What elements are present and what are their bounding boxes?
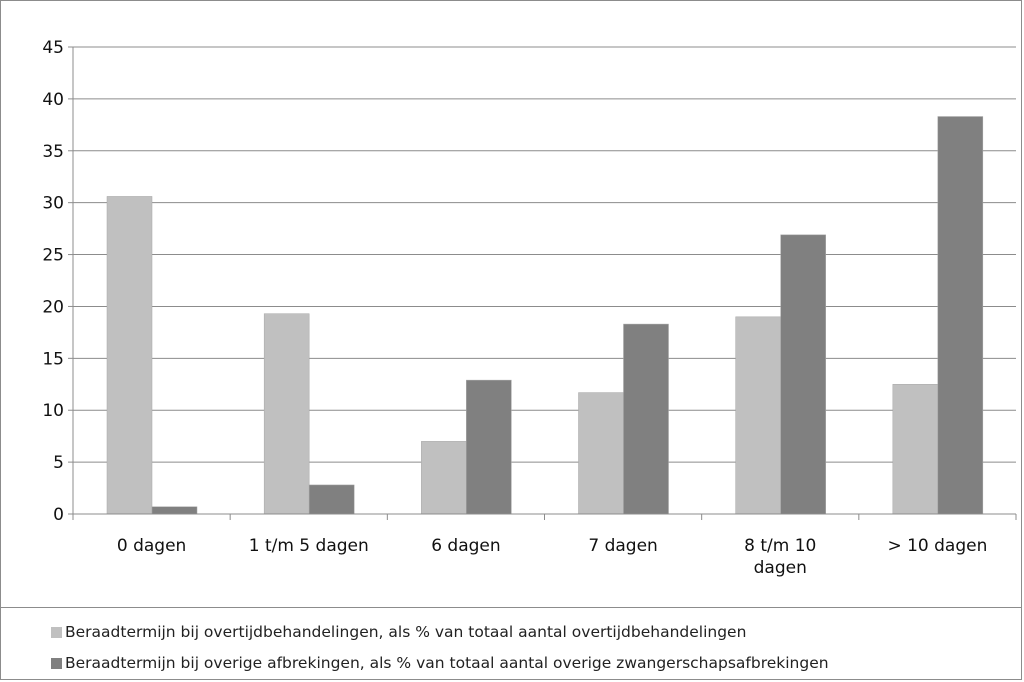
y-tick-label: 40 (42, 90, 64, 110)
y-tick-label: 5 (53, 453, 64, 473)
y-tick-labels: 0 5 10 15 20 25 30 35 40 45 (42, 38, 64, 525)
legend-item-series-2: Beraadtermijn bij overige afbrekingen, a… (51, 653, 829, 673)
bar-series-2 (466, 379, 512, 515)
axes (68, 46, 1017, 520)
bar-series-1 (735, 316, 781, 515)
bars (106, 116, 984, 515)
bar-series-2 (780, 234, 826, 515)
y-tick-label: 45 (42, 38, 64, 58)
x-category-label: 6 dagen (431, 536, 500, 556)
bar-series-2 (623, 323, 669, 515)
x-category-label: 8 t/m 10 dagen (744, 536, 816, 578)
bar-series-2 (937, 116, 984, 515)
y-tick-label: 20 (42, 297, 64, 317)
bar-series-1 (421, 441, 467, 515)
x-category-label: 1 t/m 5 dagen (249, 536, 369, 556)
x-category-labels: 0 dagen 1 t/m 5 dagen 6 dagen 7 dagen 8 t/m … (117, 536, 988, 578)
bar-chart: 0 5 10 15 20 25 30 35 40 45 0 dagen 1 t/m 5 dagen 6… (42, 38, 1017, 578)
x-category-label: 7 dagen (588, 536, 657, 556)
bar-series-2 (151, 506, 198, 515)
y-tick-label: 25 (42, 246, 64, 266)
legend-label-series-1: Beraadtermijn bij overtijdbehandelingen,… (65, 623, 747, 641)
gridlines (73, 46, 1016, 463)
bar-series-1 (578, 392, 624, 515)
y-tick-label: 10 (42, 401, 64, 421)
bar-series-1 (106, 196, 153, 515)
bar-series-2 (308, 484, 355, 515)
legend-swatch-series-2 (51, 657, 62, 669)
legend-swatch-series-1 (51, 626, 62, 638)
y-tick-label: 0 (53, 505, 64, 525)
bar-series-1 (892, 384, 939, 515)
legend: Beraadtermijn bij overtijdbehandelingen,… (1, 607, 1022, 680)
y-tick-label: 15 (42, 349, 64, 369)
y-tick-label: 30 (42, 194, 64, 214)
y-tick-label: 35 (42, 142, 64, 162)
x-category-label: > 10 dagen (887, 536, 987, 556)
x-category-label: 0 dagen (117, 536, 186, 556)
bar-series-1 (263, 313, 310, 515)
legend-item-series-1: Beraadtermijn bij overtijdbehandelingen,… (51, 622, 746, 642)
legend-label-series-2: Beraadtermijn bij overige afbrekingen, a… (65, 654, 829, 672)
